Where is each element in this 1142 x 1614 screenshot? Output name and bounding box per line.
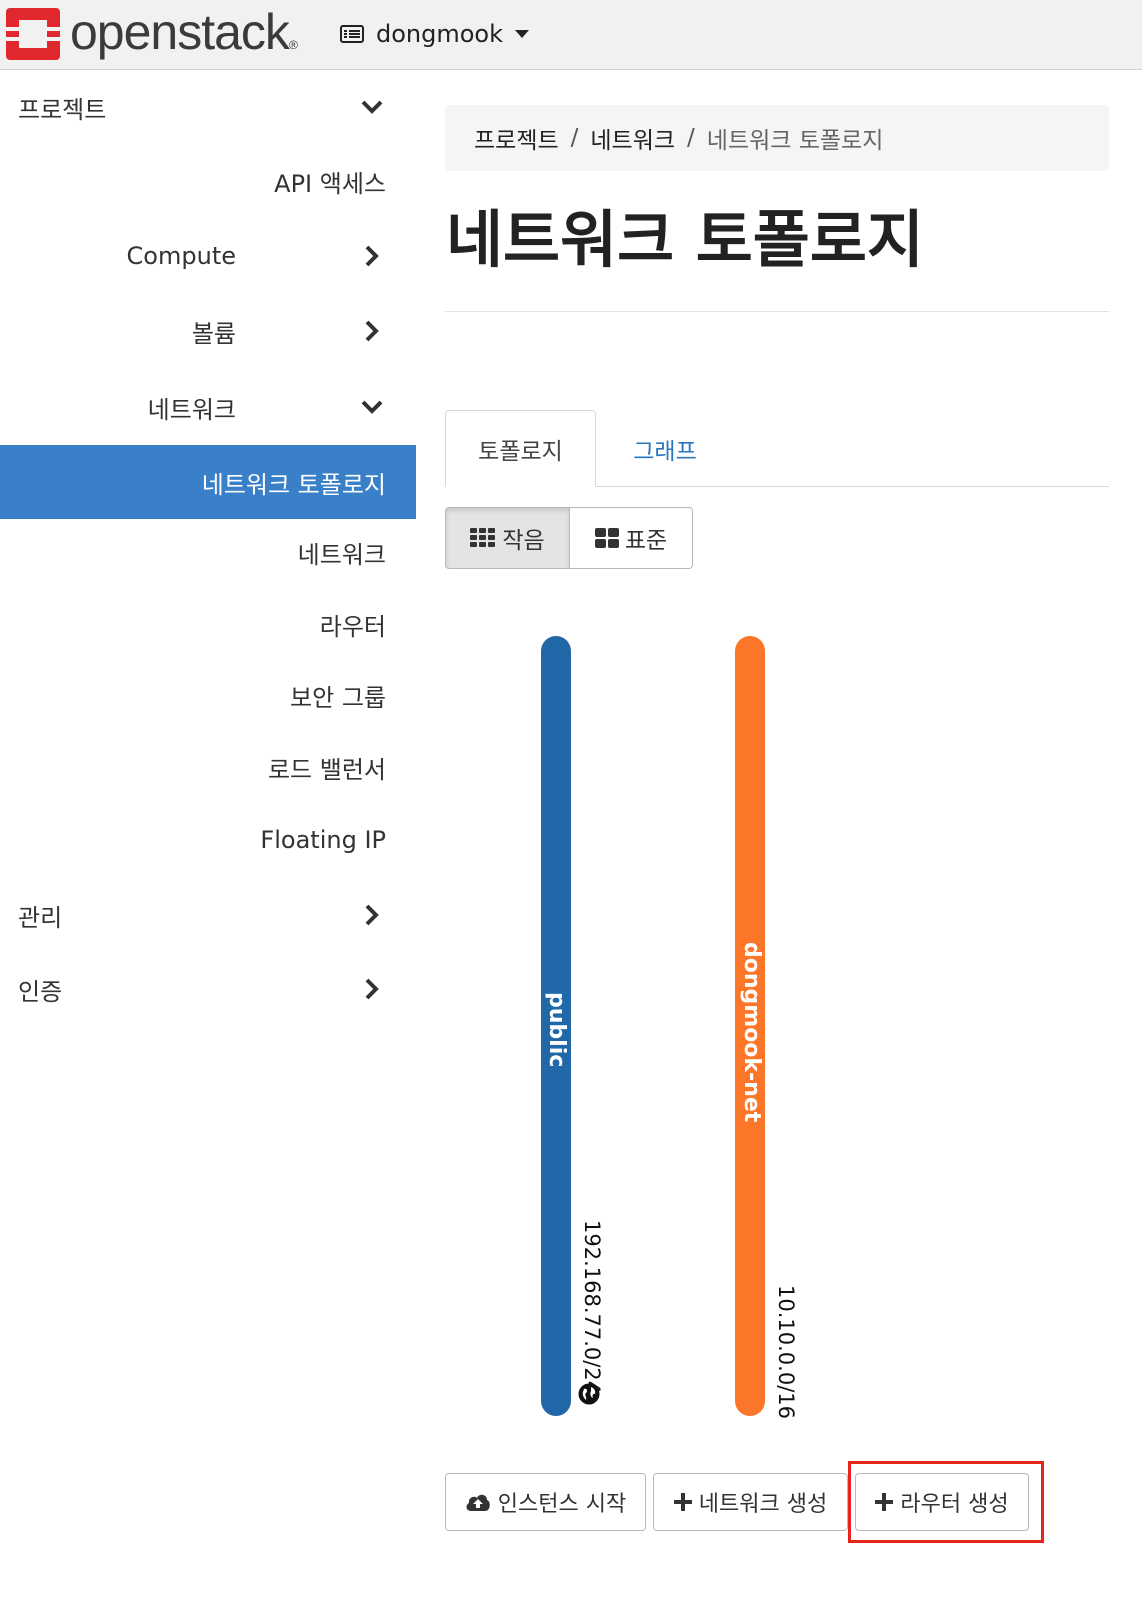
- sidebar-item-routers[interactable]: 라우터: [0, 587, 416, 661]
- sidebar-item-label: 네트워크: [297, 540, 386, 569]
- breadcrumb-separator: /: [687, 125, 695, 151]
- sidebar-item-network-topology[interactable]: 네트워크 토폴로지: [0, 445, 416, 519]
- chevron-right-icon: [365, 904, 379, 926]
- sidebar-item-label: API 액세스: [274, 169, 386, 198]
- sidebar-item-label: 로드 밸런서: [267, 755, 386, 784]
- sidebar-item-security-groups[interactable]: 보안 그룹: [0, 658, 416, 732]
- network-cidr-public: 192.168.77.0/24: [580, 1220, 604, 1395]
- launch-instance-label: 인스턴스 시작: [497, 1492, 627, 1517]
- sidebar-item-load-balancers[interactable]: 로드 밸런서: [0, 730, 416, 804]
- sidebar-item-identity[interactable]: 인증: [0, 952, 416, 1026]
- breadcrumb-current: 네트워크 토폴로지: [706, 128, 884, 154]
- sidebar-item-admin[interactable]: 관리: [0, 878, 416, 952]
- normal-view-button[interactable]: 표준: [570, 507, 693, 569]
- list-icon: [340, 25, 364, 43]
- sidebar-item-label: 네트워크 토폴로지: [201, 470, 386, 499]
- view-size-toggle: 작음 표준: [445, 507, 693, 569]
- sidebar-item-volumes[interactable]: 볼륨: [0, 294, 416, 368]
- network-name-public: public: [544, 992, 569, 1068]
- registered-mark: ®: [288, 38, 298, 52]
- sidebar-item-api-access[interactable]: API 액세스: [0, 144, 416, 218]
- sidebar-item-compute[interactable]: Compute: [0, 219, 416, 293]
- grid-large-icon: [594, 528, 619, 548]
- brand-name[interactable]: openstack®: [70, 4, 298, 60]
- tab-topology[interactable]: 토폴로지: [445, 410, 596, 487]
- caret-down-icon: [515, 30, 530, 38]
- small-view-label: 작음: [502, 528, 545, 554]
- divider: [445, 311, 1109, 312]
- breadcrumb-project[interactable]: 프로젝트: [474, 128, 559, 154]
- sidebar-item-label: 볼륨: [191, 319, 236, 348]
- sidebar-item-label: 인증: [18, 977, 63, 1006]
- plus-icon: [673, 1493, 692, 1511]
- create-router-button[interactable]: 라우터 생성: [855, 1473, 1029, 1531]
- project-name: dongmook: [376, 20, 504, 48]
- sidebar-item-label: 프로젝트: [18, 95, 107, 124]
- sidebar-item-network-group[interactable]: 네트워크: [0, 370, 416, 444]
- sidebar-item-label: 네트워크: [147, 395, 236, 424]
- sidebar-item-label: 관리: [18, 903, 63, 932]
- sidebar-item-project[interactable]: 프로젝트: [0, 70, 416, 144]
- launch-instance-button[interactable]: 인스턴스 시작: [445, 1473, 646, 1531]
- breadcrumb-network[interactable]: 네트워크: [590, 128, 676, 154]
- page-title: 네트워크 토폴로지: [446, 203, 924, 276]
- grid-small-icon: [470, 528, 496, 547]
- sidebar-item-label: 라우터: [319, 612, 386, 641]
- sidebar-nav: 프로젝트 API 액세스 Compute 볼륨 네트워크 네트워크 토폴로지 네…: [0, 70, 416, 1614]
- chevron-right-icon: [365, 978, 379, 1000]
- network-cidr-dongmook-net: 10.10.0.0/16: [774, 1285, 798, 1419]
- top-navbar: openstack® dongmook: [0, 0, 1142, 70]
- create-network-button[interactable]: 네트워크 생성: [653, 1473, 848, 1531]
- sidebar-item-label: 보안 그룹: [290, 683, 386, 712]
- cloud-upload-icon: [466, 1494, 490, 1511]
- chevron-down-icon: [361, 100, 383, 114]
- create-network-label: 네트워크 생성: [698, 1492, 828, 1517]
- project-selector[interactable]: dongmook: [340, 12, 530, 56]
- tab-graph[interactable]: 그래프: [633, 438, 697, 465]
- highlight-annotation-box: [848, 1461, 1044, 1543]
- openstack-logo-icon[interactable]: [6, 8, 60, 60]
- network-bar-public[interactable]: [541, 636, 571, 1416]
- chevron-right-icon: [365, 320, 379, 342]
- network-name-dongmook-net: dongmook-net: [739, 942, 764, 1123]
- globe-icon: [578, 1383, 600, 1405]
- sidebar-item-floating-ip[interactable]: Floating IP: [0, 803, 416, 877]
- sidebar-item-label: Floating IP: [260, 826, 386, 854]
- sidebar-item-networks[interactable]: 네트워크: [0, 515, 416, 589]
- small-view-button[interactable]: 작음: [445, 507, 570, 569]
- chevron-down-icon: [361, 400, 383, 414]
- normal-view-label: 표준: [624, 528, 668, 554]
- network-bar-dongmook-net[interactable]: [735, 636, 765, 1416]
- breadcrumb: 프로젝트 / 네트워크 / 네트워크 토폴로지: [445, 105, 1109, 171]
- tab-bar-border: [445, 486, 1109, 487]
- chevron-right-icon: [365, 245, 379, 267]
- breadcrumb-separator: /: [570, 125, 579, 151]
- create-router-label: 라우터 생성: [900, 1492, 1009, 1517]
- sidebar-item-label: Compute: [126, 242, 236, 270]
- plus-icon: [875, 1493, 894, 1511]
